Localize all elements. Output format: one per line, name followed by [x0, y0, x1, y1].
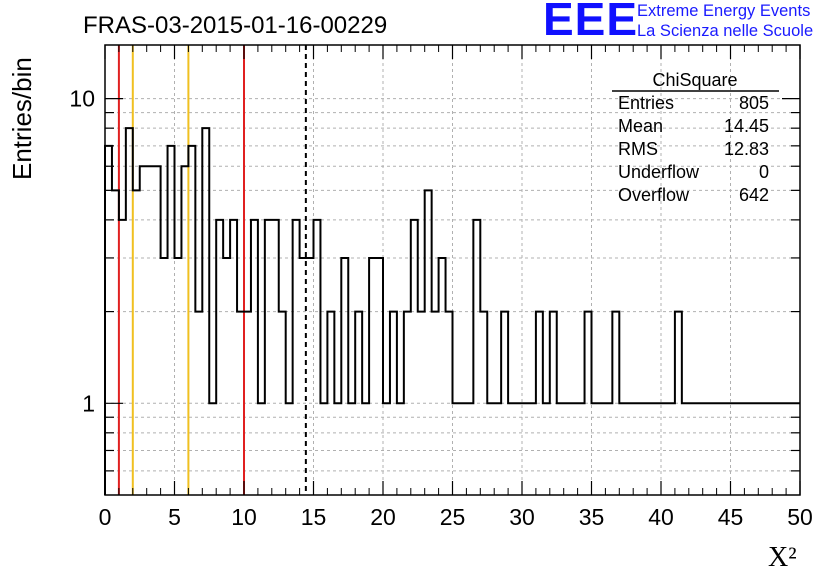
x-tick-label: 50 — [787, 504, 813, 530]
y-axis-label: Entries/bin — [7, 57, 37, 180]
stats-value-mean: 14.45 — [724, 116, 769, 136]
stats-value-underflow: 0 — [759, 162, 769, 182]
stats-label-rms: RMS — [618, 139, 658, 159]
histogram-outline — [104, 127, 800, 495]
stats-box: ChiSquare Entries 805 Mean 14.45 RMS 12.… — [612, 70, 779, 205]
stats-label-underflow: Underflow — [618, 162, 700, 182]
logo-line-1: Extreme Energy Events — [637, 2, 811, 20]
grid — [105, 45, 800, 495]
x-tick-label: 10 — [231, 504, 257, 530]
stats-label-mean: Mean — [618, 116, 663, 136]
stats-label-entries: Entries — [618, 93, 674, 113]
logo-line-2: La Scienza nelle Scuole — [637, 22, 814, 40]
chart-title: FRAS-03-2015-01-16-00229 — [83, 12, 387, 39]
stats-value-entries: 805 — [739, 93, 769, 113]
x-tick-label: 20 — [370, 504, 396, 530]
stats-value-overflow: 642 — [739, 185, 769, 205]
y-tick-label: 1 — [82, 390, 95, 416]
stats-label-overflow: Overflow — [618, 185, 690, 205]
y-tick-labels: 1 10 — [69, 86, 95, 417]
vertical-markers — [117, 45, 307, 495]
x-axis-label: X² — [768, 542, 797, 572]
x-tick-label: 40 — [648, 504, 674, 530]
stats-title: ChiSquare — [652, 70, 737, 90]
x-tick-label: 35 — [579, 504, 605, 530]
logo-mark: EEE — [543, 0, 639, 45]
x-tick-label: 30 — [509, 504, 535, 530]
x-tick-label: 25 — [440, 504, 466, 530]
y-tick-label: 10 — [69, 86, 95, 112]
x-tick-label: 0 — [99, 504, 112, 530]
x-tick-label: 15 — [301, 504, 327, 530]
axis-ticks — [104, 45, 801, 495]
stats-value-rms: 12.83 — [724, 139, 769, 159]
x-tick-labels: 0 5 10 15 20 25 30 35 40 45 50 — [99, 504, 813, 530]
x-tick-label: 45 — [718, 504, 744, 530]
x-tick-label: 5 — [168, 504, 181, 530]
